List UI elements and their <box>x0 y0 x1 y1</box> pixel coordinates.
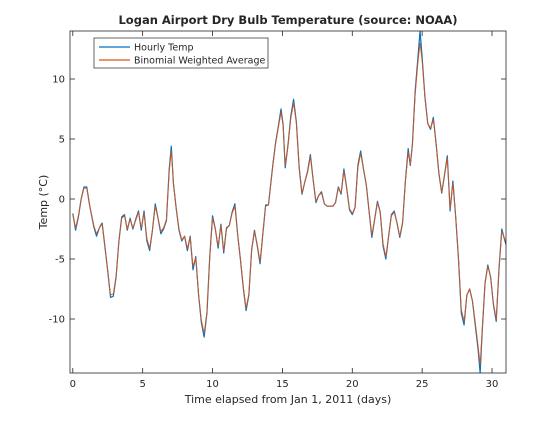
y-tick-label: -10 <box>49 315 65 326</box>
y-tick-label: 5 <box>59 135 65 146</box>
x-tick-label: 30 <box>486 379 499 390</box>
series-line-hourly-temp <box>72 31 506 373</box>
x-tick-label: 0 <box>70 379 76 390</box>
legend-box <box>93 37 269 69</box>
x-tick-label: 10 <box>206 379 219 390</box>
y-tick-label: 10 <box>52 75 65 86</box>
series-line-binomial-weighted-average <box>72 42 506 366</box>
chart-title: Logan Airport Dry Bulb Temperature (sour… <box>118 13 457 27</box>
legend-entry: Hourly Temp <box>134 43 193 54</box>
x-tick-label: 5 <box>139 379 145 390</box>
x-tick-label: 20 <box>346 379 359 390</box>
axes-box <box>69 30 507 374</box>
x-axis-label: Time elapsed from Jan 1, 2011 (days) <box>184 393 392 406</box>
legend-entry: Binomial Weighted Average <box>134 56 266 67</box>
legend: Hourly Temp Binomial Weighted Average <box>93 37 269 69</box>
y-axis-label: Temp (°C) <box>37 175 50 231</box>
y-tick-label: 0 <box>59 195 65 206</box>
x-tick-label: 25 <box>416 379 429 390</box>
x-tick-label: 15 <box>276 379 289 390</box>
y-tick-label: -5 <box>55 255 65 266</box>
plot-area: 0 5 10 15 20 25 30 -10 -5 0 5 10 Hourly Temp Binomial… <box>49 30 507 390</box>
